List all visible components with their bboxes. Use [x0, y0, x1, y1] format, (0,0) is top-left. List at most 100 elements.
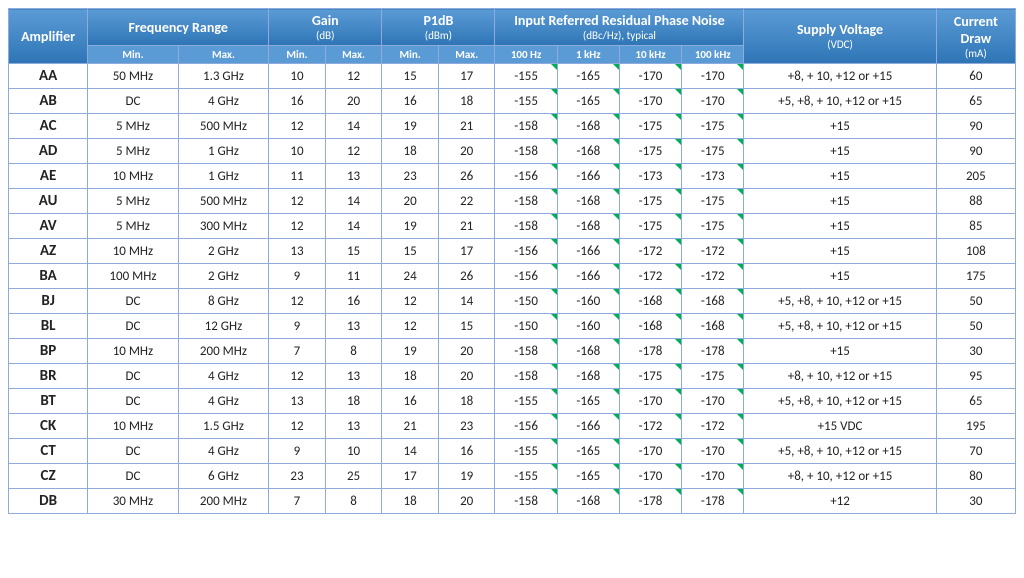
cell-pn-100hz: -158	[495, 189, 557, 214]
cell-pn-10khz: -168	[619, 314, 681, 339]
cell-freq-max: 500 MHz	[178, 189, 269, 214]
cell-amplifier: BR	[9, 364, 88, 389]
cell-pn-1khz: -165	[557, 464, 619, 489]
cell-pn-100khz: -170	[682, 389, 744, 414]
cell-freq-max: 200 MHz	[178, 339, 269, 364]
cell-freq-max: 4 GHz	[178, 439, 269, 464]
cell-pn-100khz: -173	[682, 164, 744, 189]
cell-p1db-min: 14	[382, 439, 439, 464]
cell-freq-min: 5 MHz	[88, 214, 179, 239]
cell-gain-max: 20	[325, 89, 382, 114]
cell-p1db-min: 19	[382, 214, 439, 239]
cell-p1db-max: 20	[438, 364, 495, 389]
cell-amplifier: BP	[9, 339, 88, 364]
cell-freq-max: 8 GHz	[178, 289, 269, 314]
cell-p1db-min: 12	[382, 289, 439, 314]
cell-freq-max: 1 GHz	[178, 164, 269, 189]
cell-pn-1khz: -168	[557, 489, 619, 514]
cell-pn-10khz: -173	[619, 164, 681, 189]
cell-pn-10khz: -178	[619, 489, 681, 514]
cell-p1db-max: 19	[438, 464, 495, 489]
table-row: AD5 MHz1 GHz10121820-158-168-175-175+159…	[9, 139, 1016, 164]
cell-p1db-min: 16	[382, 389, 439, 414]
cell-p1db-max: 22	[438, 189, 495, 214]
cell-pn-1khz: -168	[557, 139, 619, 164]
cell-amplifier: DB	[9, 489, 88, 514]
cell-p1db-min: 18	[382, 139, 439, 164]
cell-p1db-max: 18	[438, 89, 495, 114]
table-row: BA100 MHz2 GHz9112426-156-166-172-172+15…	[9, 264, 1016, 289]
cell-freq-min: DC	[88, 464, 179, 489]
cell-pn-10khz: -175	[619, 364, 681, 389]
cell-gain-min: 12	[269, 414, 326, 439]
cell-p1db-min: 23	[382, 164, 439, 189]
cell-gain-max: 12	[325, 64, 382, 89]
cell-pn-100hz: -156	[495, 239, 557, 264]
sub-gain-min: Min.	[269, 46, 326, 64]
cell-freq-min: 50 MHz	[88, 64, 179, 89]
cell-gain-max: 14	[325, 214, 382, 239]
cell-p1db-min: 17	[382, 464, 439, 489]
cell-p1db-max: 23	[438, 414, 495, 439]
cell-supply-voltage: +15	[744, 339, 936, 364]
cell-freq-max: 6 GHz	[178, 464, 269, 489]
cell-gain-min: 7	[269, 489, 326, 514]
cell-freq-min: DC	[88, 289, 179, 314]
table-row: AA50 MHz1.3 GHz10121517-155-165-170-170+…	[9, 64, 1016, 89]
cell-amplifier: BL	[9, 314, 88, 339]
cell-current-draw: 85	[936, 214, 1015, 239]
cell-current-draw: 50	[936, 289, 1015, 314]
cell-amplifier: CT	[9, 439, 88, 464]
cell-freq-max: 200 MHz	[178, 489, 269, 514]
cell-gain-min: 10	[269, 139, 326, 164]
cell-current-draw: 108	[936, 239, 1015, 264]
cell-pn-100hz: -155	[495, 89, 557, 114]
cell-gain-max: 8	[325, 489, 382, 514]
cell-gain-min: 13	[269, 239, 326, 264]
cell-amplifier: BA	[9, 264, 88, 289]
cell-freq-min: 10 MHz	[88, 164, 179, 189]
cell-pn-1khz: -160	[557, 314, 619, 339]
cell-pn-1khz: -166	[557, 239, 619, 264]
cell-supply-voltage: +5, +8, + 10, +12 or +15	[744, 314, 936, 339]
cell-pn-1khz: -166	[557, 414, 619, 439]
cell-pn-10khz: -172	[619, 414, 681, 439]
cell-pn-100khz: -175	[682, 114, 744, 139]
cell-gain-max: 14	[325, 189, 382, 214]
cell-gain-max: 13	[325, 164, 382, 189]
cell-freq-min: 30 MHz	[88, 489, 179, 514]
cell-freq-max: 500 MHz	[178, 114, 269, 139]
table-row: CK10 MHz1.5 GHz12132123-156-166-172-172+…	[9, 414, 1016, 439]
cell-pn-100hz: -156	[495, 264, 557, 289]
cell-freq-min: DC	[88, 364, 179, 389]
cell-current-draw: 90	[936, 114, 1015, 139]
cell-p1db-min: 19	[382, 339, 439, 364]
table-row: BTDC4 GHz13181618-155-165-170-170+5, +8,…	[9, 389, 1016, 414]
cell-pn-100hz: -158	[495, 214, 557, 239]
cell-pn-100khz: -175	[682, 139, 744, 164]
cell-pn-100hz: -158	[495, 489, 557, 514]
table-row: ABDC4 GHz16201618-155-165-170-170+5, +8,…	[9, 89, 1016, 114]
cell-pn-100hz: -155	[495, 64, 557, 89]
cell-gain-max: 16	[325, 289, 382, 314]
cell-p1db-min: 12	[382, 314, 439, 339]
cell-pn-10khz: -170	[619, 464, 681, 489]
sub-p1db-max: Max.	[438, 46, 495, 64]
cell-gain-max: 13	[325, 414, 382, 439]
cell-gain-min: 13	[269, 389, 326, 414]
cell-gain-max: 15	[325, 239, 382, 264]
cell-current-draw: 50	[936, 314, 1015, 339]
cell-p1db-max: 17	[438, 239, 495, 264]
cell-gain-min: 10	[269, 64, 326, 89]
cell-pn-100khz: -175	[682, 214, 744, 239]
sub-freq-max: Max.	[178, 46, 269, 64]
cell-pn-10khz: -175	[619, 214, 681, 239]
cell-pn-1khz: -165	[557, 389, 619, 414]
cell-p1db-max: 18	[438, 389, 495, 414]
cell-p1db-min: 15	[382, 239, 439, 264]
table-row: AZ10 MHz2 GHz13151517-156-166-172-172+15…	[9, 239, 1016, 264]
cell-freq-min: DC	[88, 389, 179, 414]
cell-pn-1khz: -166	[557, 164, 619, 189]
cell-supply-voltage: +15	[744, 239, 936, 264]
cell-pn-100hz: -155	[495, 389, 557, 414]
